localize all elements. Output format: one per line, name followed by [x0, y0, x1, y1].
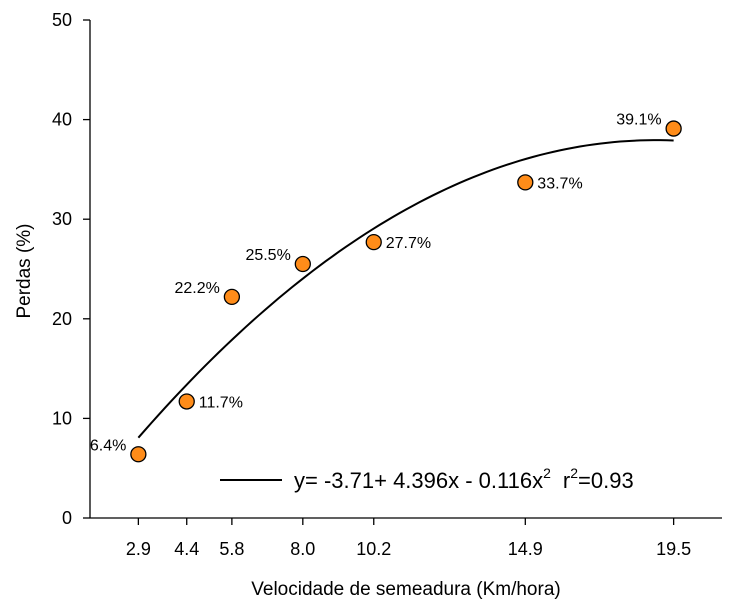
- data-label: 27.7%: [386, 235, 431, 252]
- legend-equation: y= -3.71+ 4.396x - 0.116x2 r2=0.93: [294, 465, 634, 493]
- y-ticks: 0 10 20 30 40 50: [52, 10, 90, 528]
- x-tick-label: 14.9: [508, 539, 543, 559]
- data-label: 33.7%: [537, 175, 582, 192]
- data-label: 6.4%: [90, 437, 126, 454]
- y-tick-label: 40: [52, 110, 72, 130]
- r-label: r: [563, 468, 570, 493]
- data-point: [294, 255, 311, 273]
- data-label: 25.5%: [245, 247, 290, 264]
- fit-curve: [137, 139, 674, 439]
- data-point: [365, 233, 382, 251]
- y-tick-label: 10: [52, 408, 72, 428]
- x-tick-label: 2.9: [126, 539, 151, 559]
- data-label: 22.2%: [175, 280, 220, 297]
- y-axis-title: Perdas (%): [14, 223, 35, 318]
- data-point: [665, 120, 682, 137]
- equation-exponent: 2: [543, 465, 551, 481]
- equation-main: y= -3.71+ 4.396x - 0.116x: [294, 468, 543, 493]
- y-tick-label: 0: [62, 508, 72, 528]
- data-label: 11.7%: [199, 394, 243, 411]
- data-point: [223, 288, 241, 306]
- x-tick-label: 19.5: [656, 539, 691, 559]
- x-tick-label: 5.8: [219, 539, 244, 559]
- data-point: [517, 174, 534, 191]
- legend: y= -3.71+ 4.396x - 0.116x2 r2=0.93: [220, 465, 634, 493]
- y-tick-label: 20: [52, 309, 72, 329]
- axes: [89, 20, 722, 519]
- r-exponent: 2: [570, 465, 578, 481]
- x-tick-label: 8.0: [290, 539, 315, 559]
- x-tick-label: 4.4: [174, 539, 199, 559]
- y-tick-label: 30: [52, 209, 72, 229]
- x-ticks: 2.9 4.4 5.8 8.0 10.2 14.9 19.5: [126, 518, 691, 559]
- data-point: [178, 393, 195, 410]
- x-tick-label: 10.2: [356, 539, 391, 559]
- data-points: 6.4% 11.7% 22.2% 25.5% 27.7% 33.7% 39.1%: [90, 112, 682, 463]
- x-axis-title: Velocidade de semeadura (Km/hora): [251, 579, 560, 600]
- data-point: [130, 446, 147, 463]
- r-value: =0.93: [578, 468, 634, 493]
- data-label: 39.1%: [616, 112, 661, 129]
- y-tick-label: 50: [52, 10, 72, 30]
